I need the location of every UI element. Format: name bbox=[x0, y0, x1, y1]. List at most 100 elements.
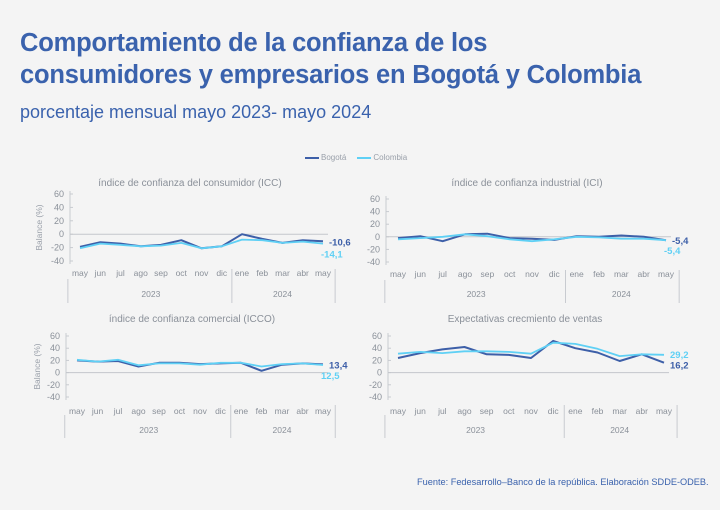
month-label: jul bbox=[115, 268, 125, 278]
series-line-colombia bbox=[397, 233, 667, 243]
chart-title: índice de confianza industrial (ICI) bbox=[451, 178, 602, 189]
month-label: dic bbox=[549, 269, 561, 279]
y-tick-label: -40 bbox=[367, 257, 380, 267]
month-label: sep bbox=[480, 406, 494, 416]
y-tick-label: 40 bbox=[54, 202, 64, 212]
month-label: jul bbox=[437, 406, 447, 416]
legend-swatch-bogota bbox=[305, 156, 319, 159]
month-label: mar bbox=[275, 268, 290, 278]
month-label: nov bbox=[195, 268, 209, 278]
end-label-bogota: 16,2 bbox=[670, 361, 689, 372]
y-tick-label: -40 bbox=[369, 392, 382, 402]
month-label: oct bbox=[176, 268, 188, 278]
y-tick-label: 0 bbox=[375, 232, 380, 242]
end-label-bogota: 13,4 bbox=[329, 360, 348, 371]
end-label-bogota: -10,6 bbox=[329, 237, 351, 248]
y-tick-label: -40 bbox=[47, 392, 60, 402]
source-note: Fuente: Fedesarrollo–Banco de la repúbli… bbox=[417, 477, 709, 487]
month-label: feb bbox=[592, 406, 604, 416]
y-tick-label: 40 bbox=[370, 207, 380, 217]
month-label: jun bbox=[414, 269, 427, 279]
month-label: nov bbox=[525, 269, 539, 279]
y-tick-label: 60 bbox=[370, 194, 380, 204]
y-tick-label: -20 bbox=[369, 380, 382, 390]
month-label: sep bbox=[480, 269, 494, 279]
month-label: ago bbox=[131, 406, 145, 416]
series-line-colombia bbox=[79, 238, 324, 250]
legend-swatch-colombia bbox=[357, 156, 372, 159]
legend-item-bogota: Bogotá bbox=[305, 153, 346, 162]
month-label: ene bbox=[234, 406, 248, 416]
legend: Bogotá Colombia bbox=[305, 153, 413, 162]
legend-item-colombia: Colombia bbox=[357, 153, 407, 162]
month-label: ago bbox=[458, 269, 472, 279]
end-label-colombia: 12,5 bbox=[321, 371, 340, 382]
chart-title: Expectativas crecmiento de ventas bbox=[448, 314, 603, 325]
month-label: may bbox=[69, 406, 86, 416]
month-label: mar bbox=[612, 406, 627, 416]
chart-title: índice de confianza comercial (ICCO) bbox=[109, 314, 275, 325]
month-label: dic bbox=[215, 406, 227, 416]
month-label: may bbox=[72, 268, 89, 278]
y-tick-label: 20 bbox=[370, 219, 380, 229]
y-axis-label: Balance (%) bbox=[34, 204, 44, 250]
month-label: feb bbox=[256, 268, 268, 278]
year-label: 2023 bbox=[141, 289, 160, 299]
y-tick-label: 20 bbox=[50, 355, 60, 365]
year-label: 2023 bbox=[466, 425, 485, 435]
series-line-bogota bbox=[397, 232, 667, 243]
month-label: ene bbox=[570, 269, 584, 279]
month-label: may bbox=[390, 269, 407, 279]
month-label: may bbox=[315, 268, 332, 278]
month-label: dic bbox=[216, 268, 228, 278]
y-tick-label: 0 bbox=[59, 229, 64, 239]
month-label: mar bbox=[275, 406, 290, 416]
end-label-bogota: -5,4 bbox=[672, 236, 689, 247]
page-title: Comportamiento de la confianza de los co… bbox=[20, 27, 641, 91]
month-label: jun bbox=[91, 406, 104, 416]
y-tick-label: 60 bbox=[372, 331, 382, 341]
y-tick-label: -40 bbox=[51, 256, 64, 266]
month-label: feb bbox=[593, 269, 605, 279]
chart-title: índice de confianza del consumidor (ICC) bbox=[98, 178, 281, 189]
y-tick-label: 60 bbox=[54, 189, 64, 199]
month-label: oct bbox=[503, 406, 515, 416]
series-line-bogota bbox=[397, 339, 665, 364]
y-tick-label: 40 bbox=[372, 343, 382, 353]
month-label: sep bbox=[154, 268, 168, 278]
y-tick-label: 0 bbox=[55, 368, 60, 378]
month-label: feb bbox=[256, 406, 268, 416]
series-line-bogota bbox=[79, 233, 324, 250]
month-label: mar bbox=[614, 269, 629, 279]
month-label: jun bbox=[413, 406, 426, 416]
legend-label-colombia: Colombia bbox=[373, 153, 408, 162]
y-tick-label: -20 bbox=[51, 243, 64, 253]
year-label: 2023 bbox=[139, 425, 158, 435]
y-tick-label: 20 bbox=[54, 216, 64, 226]
legend-label-bogota: Bogotá bbox=[321, 153, 347, 162]
y-tick-label: -20 bbox=[47, 380, 60, 390]
y-tick-label: 0 bbox=[377, 368, 382, 378]
month-label: dic bbox=[548, 406, 560, 416]
month-label: may bbox=[658, 269, 675, 279]
year-label: 2024 bbox=[612, 289, 631, 299]
month-label: abr bbox=[638, 269, 650, 279]
title-line-2: consumidores y empresarios en Bogotá y C… bbox=[20, 61, 642, 89]
month-label: sep bbox=[152, 406, 166, 416]
month-label: may bbox=[315, 406, 332, 416]
end-label-colombia: -14,1 bbox=[321, 250, 343, 261]
year-label: 2023 bbox=[467, 289, 486, 299]
month-label: may bbox=[656, 406, 673, 416]
y-axis-label: Balance (%) bbox=[32, 343, 42, 389]
month-label: jul bbox=[113, 406, 123, 416]
month-label: may bbox=[390, 406, 407, 416]
series-line-colombia bbox=[397, 341, 665, 358]
end-label-colombia: 29,2 bbox=[670, 350, 689, 361]
y-tick-label: 60 bbox=[50, 331, 60, 341]
y-tick-label: 20 bbox=[372, 355, 382, 365]
month-label: nov bbox=[193, 406, 207, 416]
month-label: nov bbox=[524, 406, 538, 416]
month-label: jun bbox=[94, 268, 107, 278]
y-tick-label: -20 bbox=[367, 244, 380, 254]
